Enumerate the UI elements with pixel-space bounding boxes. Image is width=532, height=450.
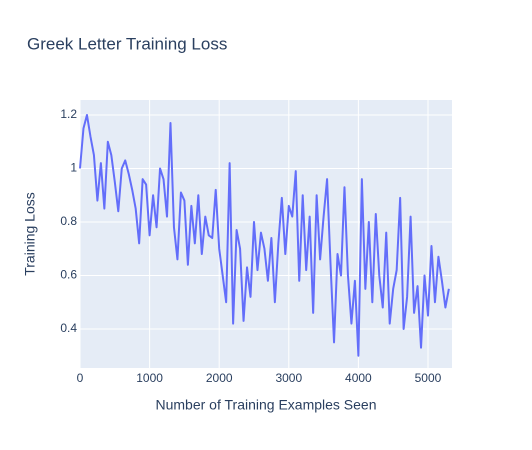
x-tick-label: 1000	[136, 371, 163, 385]
x-tick-label: 3000	[275, 371, 302, 385]
x-axis-title: Number of Training Examples Seen	[156, 397, 377, 413]
line-series	[79, 113, 450, 357]
y-axis-title: Training Loss	[22, 192, 38, 276]
chart-title: Greek Letter Training Loss	[27, 34, 227, 53]
x-tick-label: 2000	[206, 371, 233, 385]
y-tick-label: 0.4	[60, 321, 77, 335]
y-tick-label: 1.2	[60, 107, 77, 121]
plot-area	[80, 100, 452, 368]
y-tick-label: 1	[70, 161, 77, 175]
y-tick-label: 0.8	[60, 214, 77, 228]
x-tick-label: 5000	[415, 371, 442, 385]
y-tick-label: 0.6	[60, 268, 77, 282]
x-tick-label: 4000	[345, 371, 372, 385]
x-tick-label: 0	[77, 371, 84, 385]
